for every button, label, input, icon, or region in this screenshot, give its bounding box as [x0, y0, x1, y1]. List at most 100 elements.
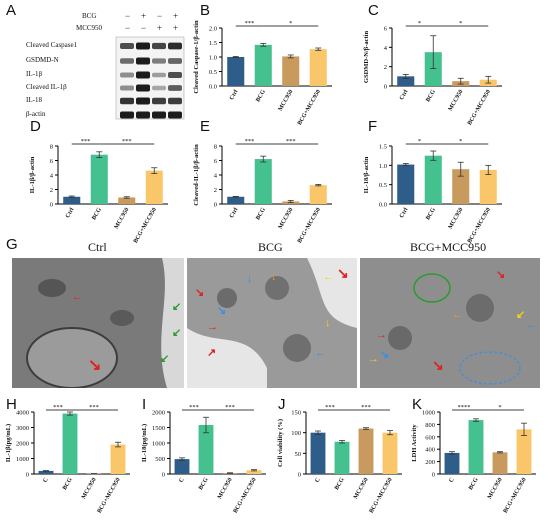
x-tick-label: BCG+MCC950 [467, 89, 492, 126]
significance-label: * [418, 20, 421, 27]
y-tick-label: 4 [214, 173, 218, 180]
panel-letter-j: J [278, 396, 286, 413]
red-arrow-icon: ↘ [337, 267, 349, 282]
bar [90, 154, 108, 204]
significance-label: *** [81, 138, 91, 145]
tem-title-bcg: BCG [258, 240, 283, 254]
blot-band [136, 57, 150, 65]
blot-band [152, 111, 166, 119]
tem-image-ctrl: ↘ ← ↙ ↙ ↙ [12, 258, 184, 388]
wb-row-label: Cleaved Caspase1 [26, 41, 78, 49]
bar [516, 429, 532, 474]
y-axis-label: LDH Activity [411, 424, 418, 462]
panel-letter-b: B [200, 2, 211, 19]
y-tick-label: 800 [425, 422, 435, 429]
blot-band [168, 97, 182, 105]
orange-arrow-icon: ↓ [271, 271, 277, 283]
wb-row-label: GSDMD-N [26, 56, 59, 64]
bar [254, 44, 272, 86]
bar [492, 452, 508, 474]
chart-b: 0.0 0.5 1.0 1.5 2.0 Cleaved Caspase-1/β-actin… [193, 20, 332, 126]
x-tick-label: BCG [62, 477, 74, 492]
panel-letter-g: G [6, 236, 18, 253]
green-arrow-icon: ↙ [172, 327, 181, 339]
x-tick-label: BCG [425, 89, 437, 104]
bar [309, 185, 327, 204]
x-tick-label: Ctrl [65, 207, 76, 220]
significance-label: *** [122, 138, 132, 145]
bar [397, 76, 415, 86]
significance-label: * [459, 20, 462, 27]
wb-mark: + [157, 23, 163, 33]
y-axis-label: IL-1β(pg/mL) [5, 424, 12, 462]
nucleus [26, 327, 118, 388]
x-tick-label: BCG+MCC950 [503, 477, 528, 514]
bar [62, 413, 78, 474]
significance-label: * [289, 20, 292, 27]
significance-label: *** [361, 404, 371, 411]
panel-letter-d: D [30, 118, 41, 135]
y-tick-label: 50 [295, 451, 302, 458]
bar [38, 470, 54, 474]
tem-ctrl-drawing: ↘ ← ↙ ↙ ↙ [12, 258, 184, 388]
blot-band [168, 58, 182, 64]
wb-mark: − [141, 23, 147, 33]
y-tick-label: 6 [384, 26, 388, 33]
y-tick-label: 0 [162, 472, 165, 479]
y-tick-label: 150 [291, 410, 301, 417]
panel-letter-c: C [368, 2, 379, 19]
significance-label: *** [286, 138, 296, 145]
x-tick-label: Ctrl [399, 89, 410, 102]
x-tick-label: BCG [255, 89, 267, 104]
extracellular-space [187, 328, 267, 388]
tem-image-bcg-mcc950: ↘ → ↘ ↘ ← → ↙ ← [360, 258, 540, 388]
wb-mark: − [125, 11, 131, 21]
x-tick-label: BCG [334, 477, 346, 492]
y-tick-label: 0.0 [379, 202, 387, 209]
x-tick-label: C [314, 477, 321, 484]
bar [198, 425, 214, 474]
wb-mark: − [125, 23, 131, 33]
wb-mark: − [157, 11, 163, 21]
bar [334, 441, 350, 474]
yellow-arrow-icon: ← [323, 271, 334, 283]
bar [382, 432, 398, 474]
y-tick-label: 600 [425, 434, 435, 441]
bar [444, 452, 460, 474]
bar [63, 196, 81, 204]
tem-bcg-drawing: ↘ → ↗ ↘ ↓ ↘ ← ↓ ← ↓ [187, 258, 357, 388]
bar [118, 197, 136, 204]
extracellular-space [161, 258, 184, 388]
y-tick-label: 0.5 [209, 69, 217, 76]
y-tick-label: 1500 [152, 425, 165, 432]
y-tick-label: 1.0 [379, 163, 387, 170]
bar [227, 196, 245, 204]
bar [424, 155, 442, 204]
extracellular-space [307, 258, 357, 328]
chart-c: 0 2 4 6 GSDMD-N/β-actin Ctrl BCG MCC950 BCG+MCC9… [363, 20, 502, 126]
red-arrow-icon: ↗ [207, 347, 216, 359]
yellow-arrow-icon: ↙ [516, 309, 525, 321]
wb-treatment-label-bcg: BCG [82, 12, 97, 20]
y-tick-label: 1.5 [379, 144, 387, 151]
bar [145, 170, 163, 204]
x-tick-label: MCC950 [353, 477, 370, 500]
y-tick-label: 0 [214, 202, 217, 209]
chart-f: 0.0 0.5 1.0 1.5 IL-18/β-actin Ctrl BCG MCC950 BC… [363, 138, 502, 244]
x-tick-label: MCC950 [217, 477, 234, 500]
significance-label: *** [325, 404, 335, 411]
western-blot-bands [115, 36, 185, 120]
x-tick-label: Ctrl [229, 89, 240, 102]
chart-d: 0 2 4 6 8 IL-1β/β-actin Ctrl BCG MCC950 BCG+MCC95… [29, 138, 168, 244]
x-tick-label: MCC950 [278, 207, 295, 230]
y-tick-label: 2000 [16, 441, 29, 448]
vacuole [217, 288, 237, 308]
chart-j: 0 50 100 150 Cell viability (%) C BCG MCC950BCG… [277, 404, 402, 514]
x-tick-label: C [448, 477, 455, 484]
y-axis-label: IL-18(pg/mL) [141, 424, 148, 462]
vacuole [265, 276, 289, 300]
wb-row-label: IL-18 [26, 96, 42, 104]
green-arrow-icon: ↙ [172, 301, 181, 313]
tem-title-ctrl: Ctrl [88, 240, 107, 254]
tem-image-bcg: ↘ → ↗ ↘ ↓ ↘ ← ↓ ← ↓ [187, 258, 357, 388]
